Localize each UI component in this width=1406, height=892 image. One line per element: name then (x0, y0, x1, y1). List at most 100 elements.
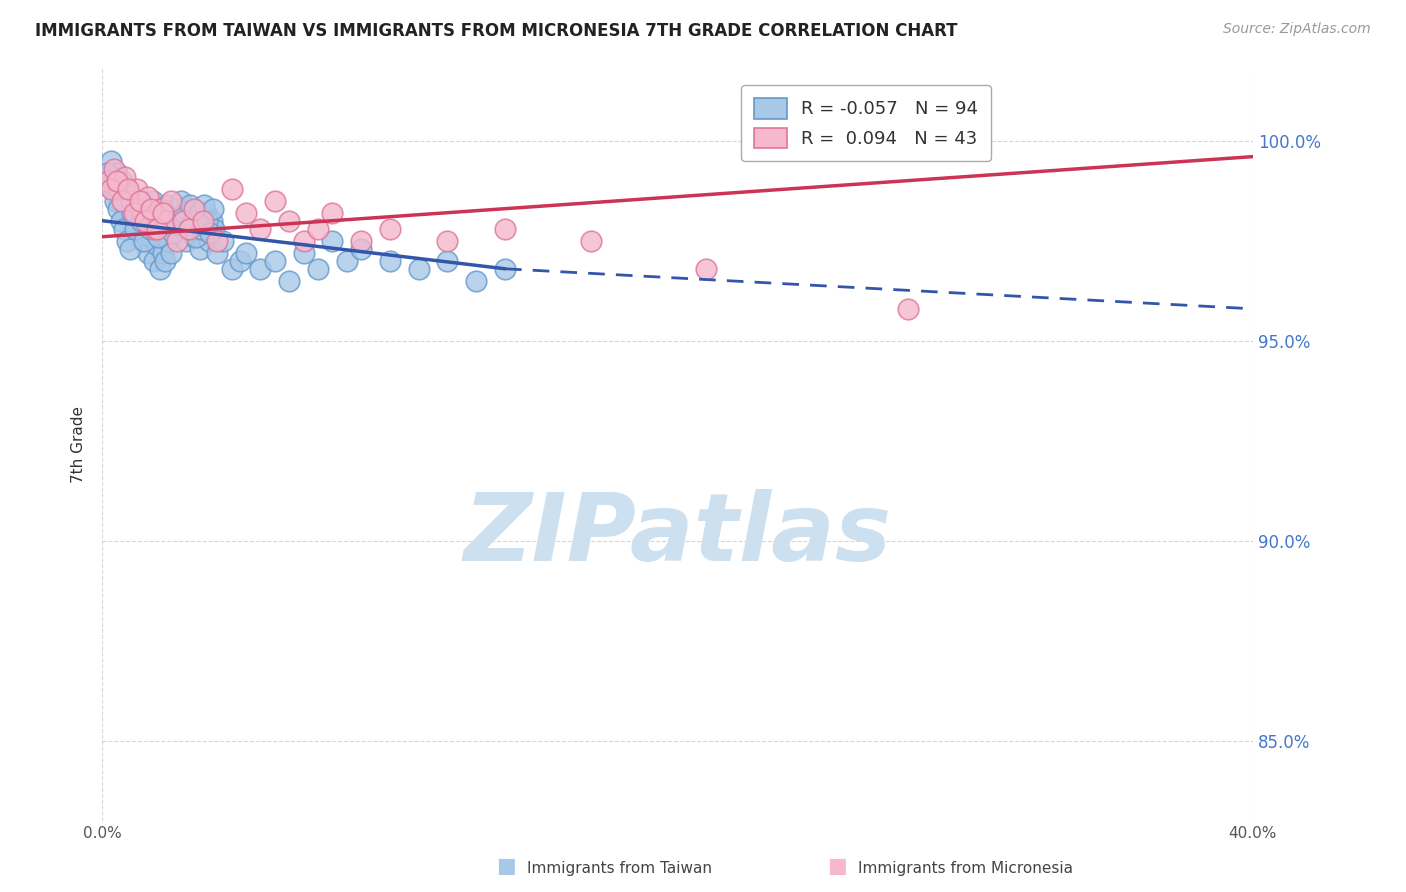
Point (98, 174, 121, 188)
Point (160, 194, 183, 208)
Point (183, 229, 205, 244)
Text: Immigrants from Micronesia: Immigrants from Micronesia (858, 861, 1073, 876)
Point (193, 197, 215, 211)
Y-axis label: 7th Grade: 7th Grade (72, 407, 86, 483)
Text: IMMIGRANTS FROM TAIWAN VS IMMIGRANTS FROM MICRONESIA 7TH GRADE CORRELATION CHART: IMMIGRANTS FROM TAIWAN VS IMMIGRANTS FRO… (35, 22, 957, 40)
Point (122, 197, 145, 211)
Point (436, 234, 458, 248)
Text: ■: ■ (496, 856, 516, 876)
Point (111, 194, 134, 208)
Point (125, 182, 148, 196)
Point (149, 202, 172, 216)
Point (128, 194, 150, 208)
Point (174, 234, 197, 248)
Point (263, 253, 285, 268)
Point (167, 218, 190, 232)
Point (155, 213, 177, 227)
Point (108, 182, 131, 196)
Point (132, 234, 155, 248)
Point (96, 166, 118, 180)
Text: ■: ■ (827, 856, 846, 876)
Point (163, 213, 186, 227)
Point (153, 218, 176, 232)
Point (142, 194, 165, 208)
Point (165, 202, 187, 216)
Point (128, 205, 150, 219)
Point (378, 221, 401, 235)
Point (114, 202, 136, 216)
Point (494, 261, 516, 276)
Point (122, 205, 145, 219)
Point (263, 194, 285, 208)
Point (278, 274, 301, 288)
Point (120, 194, 142, 208)
Point (197, 234, 219, 248)
Point (350, 234, 373, 248)
Point (179, 197, 201, 211)
Point (172, 213, 194, 227)
Point (183, 202, 205, 216)
Point (156, 197, 179, 211)
Point (148, 229, 170, 244)
Point (170, 194, 193, 208)
Point (187, 205, 209, 219)
Point (100, 153, 122, 168)
Point (100, 182, 122, 196)
Point (103, 161, 125, 176)
Point (307, 221, 329, 235)
Point (307, 261, 329, 276)
Point (97, 174, 120, 188)
Point (139, 229, 162, 244)
Point (166, 221, 188, 235)
Point (897, 301, 920, 316)
Point (134, 213, 156, 227)
Point (115, 234, 138, 248)
Point (136, 245, 159, 260)
Point (117, 182, 139, 196)
Point (169, 202, 191, 216)
Point (172, 213, 194, 227)
Point (143, 221, 166, 235)
Point (221, 182, 243, 196)
Point (117, 186, 139, 200)
Point (139, 202, 162, 216)
Point (146, 237, 169, 252)
Legend: R = -0.057   N = 94, R =  0.094   N = 43: R = -0.057 N = 94, R = 0.094 N = 43 (741, 85, 991, 161)
Point (104, 194, 127, 208)
Point (127, 194, 149, 208)
Point (465, 274, 488, 288)
Point (188, 242, 211, 256)
Point (118, 242, 141, 256)
Point (321, 205, 343, 219)
Point (166, 234, 188, 248)
Point (131, 205, 153, 219)
Point (581, 234, 603, 248)
Point (124, 221, 146, 235)
Point (146, 221, 169, 235)
Point (159, 210, 181, 224)
Point (152, 205, 174, 219)
Point (195, 213, 218, 227)
Point (120, 213, 142, 227)
Point (292, 234, 315, 248)
Point (150, 202, 173, 216)
Point (152, 245, 174, 260)
Point (202, 221, 225, 235)
Point (103, 182, 125, 196)
Point (292, 245, 315, 260)
Point (200, 213, 222, 227)
Point (191, 221, 214, 235)
Point (235, 245, 257, 260)
Point (176, 221, 198, 235)
Point (145, 213, 167, 227)
Point (186, 213, 208, 227)
Point (235, 205, 257, 219)
Point (177, 221, 200, 235)
Point (160, 245, 183, 260)
Point (149, 261, 172, 276)
Point (207, 234, 229, 248)
Point (121, 205, 143, 219)
Point (105, 166, 128, 180)
Point (207, 245, 229, 260)
Point (198, 226, 221, 240)
